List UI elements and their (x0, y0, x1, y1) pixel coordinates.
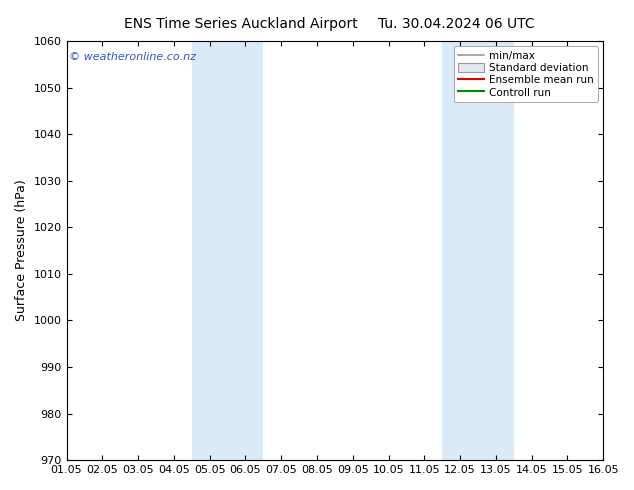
Bar (191, 41, 263, 460)
Text: © weatheronline.co.nz: © weatheronline.co.nz (69, 51, 197, 62)
Text: Tu. 30.04.2024 06 UTC: Tu. 30.04.2024 06 UTC (378, 17, 535, 31)
Y-axis label: Surface Pressure (hPa): Surface Pressure (hPa) (15, 180, 28, 321)
Text: ENS Time Series Auckland Airport: ENS Time Series Auckland Airport (124, 17, 358, 31)
Legend: min/max, Standard deviation, Ensemble mean run, Controll run: min/max, Standard deviation, Ensemble me… (454, 46, 598, 102)
Bar (442, 41, 514, 460)
